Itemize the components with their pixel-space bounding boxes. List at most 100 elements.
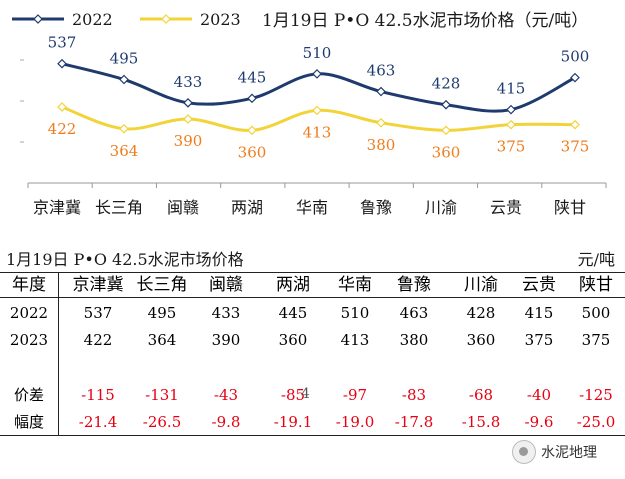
point-2022-7 — [506, 104, 516, 115]
point-2023-6 — [441, 125, 451, 136]
table-cell: 537 — [83, 304, 113, 322]
table-cell: 433 — [211, 304, 241, 322]
data-label-2023-7: 375 — [497, 138, 526, 156]
wechat-logo-icon — [512, 440, 536, 464]
table-cell: -19.0 — [335, 413, 375, 431]
data-label-2023-6: 360 — [432, 143, 461, 161]
table-cell: 445 — [278, 304, 308, 322]
table-cell: -83 — [401, 386, 427, 404]
table-cell: 两湖 — [276, 275, 310, 295]
table-cell: -43 — [213, 386, 239, 404]
x-tick-label: 云贵 — [490, 198, 522, 217]
data-label-2022-4: 510 — [303, 44, 332, 62]
table-cell: 422 — [83, 331, 113, 349]
table-cell: 510 — [340, 304, 370, 322]
table-cell: 463 — [399, 304, 429, 322]
x-tick-label: 鲁豫 — [360, 198, 392, 217]
table-cell: 陕甘 — [579, 275, 613, 295]
point-2023-2 — [183, 114, 193, 124]
data-label-2023-0: 422 — [48, 120, 77, 138]
data-label-2023-5: 380 — [367, 136, 396, 154]
table-cell: 华南 — [338, 275, 372, 295]
table-cell: -85 — [280, 386, 306, 404]
table-cell: 360 — [466, 331, 496, 349]
table-row-r0: 2022 537 495 433 445 510 463 428 415 500 — [0, 301, 625, 325]
watermark-text: 水泥地理 — [541, 445, 597, 461]
table-cell: -97 — [342, 386, 368, 404]
point-2022-0 — [57, 58, 67, 69]
table-row-header: 年度 京津冀 长三角 闽赣 两湖 华南 鲁豫 川渝 云贵 陕甘 — [0, 273, 625, 297]
table-cell: -19.1 — [273, 413, 313, 431]
data-label-2023-1: 364 — [110, 142, 139, 160]
legend-marker-2023 — [161, 14, 171, 24]
table-cell: -115 — [81, 386, 115, 404]
y-axis — [20, 59, 607, 188]
x-tick-label: 川渝 — [425, 198, 457, 217]
x-tick-label: 陕甘 — [554, 198, 586, 217]
row-label: 年度 — [12, 275, 46, 295]
data-label-2023-3: 360 — [238, 143, 267, 161]
table-cell: -68 — [468, 386, 494, 404]
table-top-rule — [0, 272, 625, 273]
point-2022-8 — [570, 72, 580, 83]
table-bottom-rule — [0, 435, 625, 436]
data-label-2023-8: 375 — [561, 138, 590, 156]
table-cell: 415 — [524, 304, 554, 322]
data-label-2023-4: 413 — [303, 123, 332, 141]
table-cell: -40 — [526, 386, 552, 404]
table-cell: 390 — [211, 331, 241, 349]
data-labels: 537 495 433 445 510 463 428 415 500 422 364 390 360 4… — [48, 34, 590, 162]
data-label-2022-2: 433 — [174, 73, 203, 91]
data-label-2022-0: 537 — [48, 34, 77, 52]
row-label: 2022 — [9, 304, 49, 322]
point-2022-6 — [441, 99, 451, 110]
table-unit: 元/吨 — [577, 250, 615, 269]
x-tick-label: 闽赣 — [167, 198, 199, 217]
data-label-2022-8: 500 — [561, 48, 590, 66]
point-2022-2 — [183, 97, 193, 108]
table-cell: 闽赣 — [209, 275, 243, 295]
table-cell: -26.5 — [142, 413, 182, 431]
table-cell: -9.6 — [524, 413, 554, 431]
point-2022-5 — [376, 86, 386, 97]
table-cell: -21.4 — [78, 413, 118, 431]
data-label-2023-2: 390 — [174, 132, 203, 150]
table-divider — [58, 272, 59, 435]
stray-mark: 4 — [301, 386, 310, 402]
data-label-2022-7: 415 — [497, 80, 526, 98]
x-tick-label: 京津冀 — [33, 198, 81, 217]
watermark: 水泥地理 — [512, 440, 597, 464]
data-label-2022-3: 445 — [238, 68, 267, 86]
x-tick-label: 华南 — [296, 198, 328, 217]
table-cell: -125 — [579, 386, 613, 404]
x-tick-labels: 京津冀 长三角 闽赣 两湖 华南 鲁豫 川渝 云贵 陕甘 — [33, 198, 586, 217]
legend-label-2023: 2023 — [200, 10, 241, 29]
table-cell: 500 — [581, 304, 611, 322]
point-2022-3 — [247, 93, 257, 104]
data-label-2022-5: 463 — [367, 62, 396, 80]
row-label: 价差 — [13, 386, 44, 404]
series-lines — [57, 58, 580, 136]
table-cell: -17.8 — [394, 413, 434, 431]
table-cell: 京津冀 — [72, 275, 124, 295]
table-row-r3: 幅度 -21.4 -26.5 -9.8 -19.1 -19.0 -17.8 -15.8 -9.6… — [0, 410, 625, 434]
table-cell: 川渝 — [464, 275, 498, 295]
data-label-2022-1: 495 — [110, 50, 139, 68]
table-cell: 鲁豫 — [397, 275, 431, 295]
table-cell: 428 — [466, 304, 496, 322]
table-cell: 380 — [399, 331, 429, 349]
table-cell: 375 — [581, 331, 611, 349]
point-2023-0 — [57, 102, 67, 112]
point-2023-4 — [312, 105, 322, 116]
table-title: 1月19日 P•O 42.5水泥市场价格 — [6, 250, 244, 269]
table-cell: -9.8 — [211, 413, 241, 431]
table-cell: -25.0 — [576, 413, 616, 431]
table-header-rule — [0, 297, 625, 298]
point-2023-3 — [247, 125, 257, 136]
point-2023-1 — [119, 123, 129, 134]
table-cell: 375 — [524, 331, 554, 349]
chart-legend: 2022 2023 — [12, 10, 241, 29]
point-2023-7 — [506, 119, 516, 130]
chart-title: 1月19日 P•O 42.5水泥市场价格（元/吨） — [262, 11, 588, 31]
table-cell: 360 — [278, 331, 308, 349]
